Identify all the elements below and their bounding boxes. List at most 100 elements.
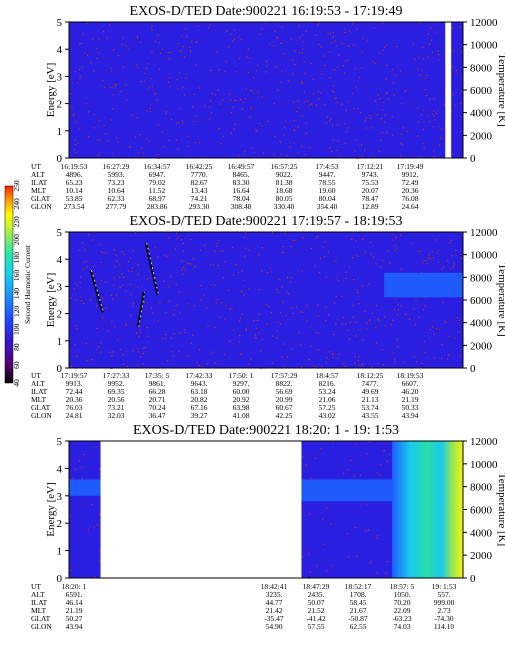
noise-dot — [166, 255, 168, 257]
colorbar-tick-label: 60 — [12, 361, 21, 369]
y-right-tick-label: 2000 — [470, 130, 493, 142]
noise-dot — [73, 288, 75, 290]
noise-dot — [431, 113, 433, 115]
noise-dot — [176, 304, 178, 306]
noise-dot — [447, 260, 449, 262]
noise-dot — [302, 237, 304, 239]
noise-dot — [421, 46, 424, 49]
noise-dot — [433, 357, 435, 359]
noise-dot — [423, 146, 425, 149]
noise-dot — [149, 111, 151, 113]
table-cell: -74.30 — [434, 614, 454, 623]
noise-dot — [183, 266, 185, 268]
noise-dot — [99, 120, 101, 122]
noise-dot — [422, 309, 425, 311]
noise-dot — [102, 252, 104, 254]
noise-dot — [417, 135, 419, 137]
noise-dot — [393, 358, 395, 360]
noise-dot — [173, 333, 175, 335]
noise-dot — [455, 249, 457, 251]
noise-dot — [256, 337, 258, 339]
noise-dot — [269, 43, 271, 45]
noise-dot — [364, 120, 366, 122]
noise-dot — [456, 317, 458, 319]
noise-dot — [280, 312, 282, 314]
noise-dot — [258, 313, 260, 315]
noise-dot — [69, 514, 71, 516]
colorbar-tick-label: 160 — [12, 270, 21, 282]
noise-dot — [354, 68, 356, 70]
table-cell: -50.87 — [348, 614, 368, 623]
noise-dot — [159, 42, 161, 44]
noise-dot — [200, 299, 202, 301]
noise-dot — [126, 365, 128, 367]
noise-dot — [273, 103, 275, 105]
noise-dot — [267, 120, 269, 123]
noise-dot — [216, 245, 219, 247]
y-axis-label: Energy [eV] — [45, 63, 57, 117]
noise-dot — [261, 125, 263, 127]
table-row-label: GLAT — [31, 614, 51, 623]
noise-dot — [396, 247, 398, 249]
table-row-label: ALT — [31, 170, 45, 179]
noise-dot — [335, 295, 337, 298]
noise-dot — [320, 92, 322, 94]
noise-dot — [86, 360, 88, 362]
noise-dot — [147, 63, 149, 65]
noise-dot — [240, 39, 242, 41]
noise-dot — [381, 349, 383, 351]
noise-dot — [303, 91, 305, 93]
noise-dot — [370, 127, 372, 129]
noise-dot — [265, 23, 267, 25]
y-right-tick-label: 6000 — [470, 85, 493, 97]
y-tick-label: 5 — [57, 17, 63, 29]
noise-dot — [392, 69, 394, 71]
noise-dot — [121, 284, 123, 287]
noise-dot — [177, 148, 179, 150]
y-right-tick-label: 12000 — [470, 227, 498, 239]
noise-dot — [428, 253, 430, 255]
noise-dot — [366, 453, 368, 455]
noise-dot — [448, 336, 451, 338]
noise-dot — [402, 127, 404, 129]
noise-dot — [451, 27, 453, 29]
noise-dot — [341, 323, 343, 325]
noise-dot — [317, 236, 319, 238]
noise-dot — [117, 339, 119, 341]
noise-dot — [434, 119, 436, 121]
noise-dot — [105, 252, 107, 254]
noise-dot — [132, 305, 134, 307]
table-cell: 16:42:25 — [186, 162, 213, 171]
noise-dot — [291, 307, 293, 309]
noise-dot — [286, 356, 289, 358]
noise-dot — [358, 364, 360, 366]
noise-dot — [437, 59, 440, 61]
noise-dot — [352, 304, 355, 306]
table-cell: -63.23 — [392, 614, 412, 623]
noise-dot — [187, 135, 189, 137]
noise-dot — [93, 127, 95, 129]
noise-dot — [144, 80, 146, 82]
noise-dot — [293, 119, 295, 122]
noise-dot — [352, 257, 354, 259]
noise-dot — [74, 139, 76, 141]
noise-dot — [239, 290, 241, 292]
table-cell: 17:19:49 — [397, 162, 424, 171]
table-cell: 82.67 — [191, 178, 208, 187]
noise-dot — [353, 44, 355, 46]
table-cell: 17:35: 5 — [145, 371, 170, 380]
y-right-axis-label: Temperature [K] — [496, 263, 505, 336]
noise-dot — [283, 134, 285, 136]
noise-dot — [182, 242, 185, 244]
noise-dot — [210, 112, 212, 114]
noise-dot — [384, 114, 386, 116]
noise-dot — [308, 359, 310, 361]
noise-dot — [182, 46, 184, 48]
noise-dot — [283, 251, 285, 253]
noise-dot — [248, 363, 251, 365]
noise-dot — [334, 97, 336, 99]
table-row-label: MLT — [31, 606, 47, 615]
noise-dot — [112, 86, 114, 88]
noise-dot — [245, 88, 247, 90]
table-cell: 46.14 — [66, 598, 83, 607]
